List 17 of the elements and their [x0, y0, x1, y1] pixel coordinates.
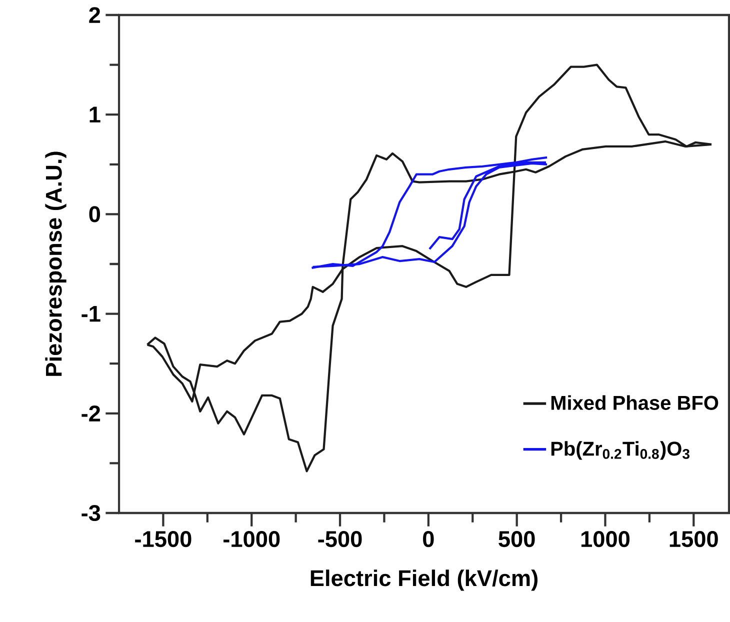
y-tick-label: -3: [82, 504, 100, 522]
x-tick-label: 0: [423, 531, 434, 548]
y-tick-label: 1: [90, 106, 100, 122]
x-tick-label: 500: [498, 531, 535, 548]
x-axis-title: Electric Field (kV/cm): [310, 570, 538, 591]
legend-label: Pb(Zr$_{0.2}$Ti$_{0.8}$)O$_{3}$: [551, 441, 690, 460]
x-tick-label: 1000: [581, 531, 630, 548]
x-tick-label: 1500: [670, 531, 718, 548]
y-tick-label: -1: [82, 306, 100, 322]
x-tick-label: -500: [318, 531, 362, 548]
y-tick-label: 2: [89, 7, 100, 23]
y-tick-label: 0: [89, 206, 100, 222]
legend-label: Mixed Phase BFO: [551, 395, 718, 410]
y-axis-title: Piezoresponse (A.U.): [45, 152, 66, 376]
x-tick-label: -1500: [135, 531, 192, 548]
x-tick-label: -1000: [224, 531, 280, 548]
y-tick-label: -2: [82, 405, 100, 422]
